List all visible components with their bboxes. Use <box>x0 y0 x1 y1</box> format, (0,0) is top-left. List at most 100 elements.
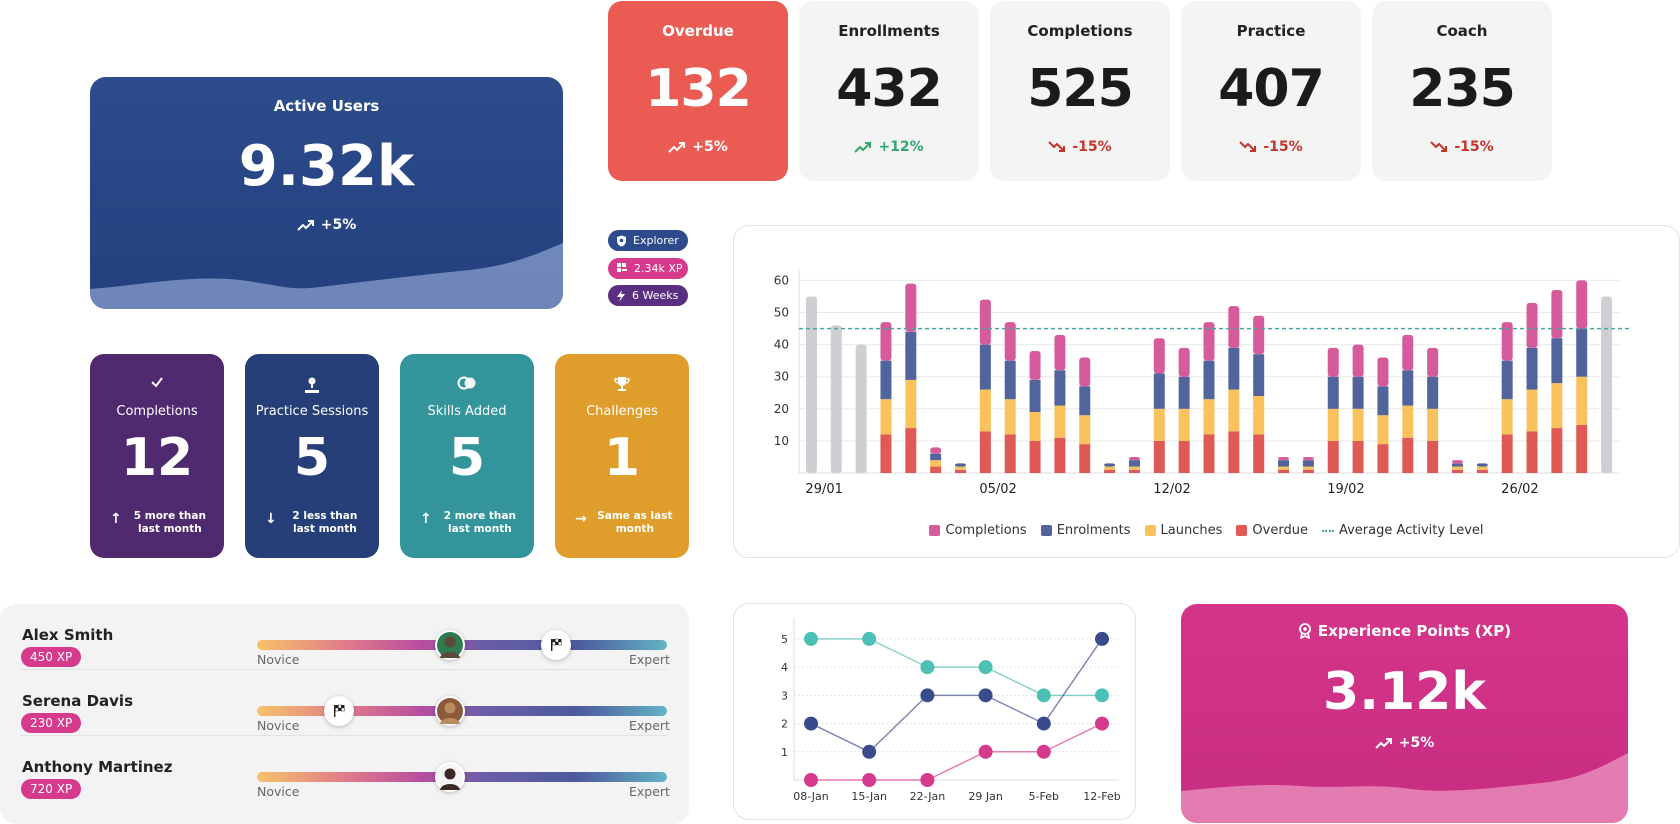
bar-segment <box>1451 469 1463 473</box>
user-avatar-marker[interactable] <box>434 630 465 660</box>
legend-label: Average Activity Level <box>1338 523 1484 538</box>
metric-card-arrow-icon: ↓ <box>265 511 277 527</box>
bar-segment <box>1576 376 1588 425</box>
active-users-value: 9.32k <box>238 134 415 199</box>
stat-value: 235 <box>1409 59 1516 119</box>
y-tick-label: 60 <box>774 273 789 287</box>
bar-segment <box>1178 440 1190 473</box>
flag-marker <box>541 630 572 660</box>
trend-up-icon <box>854 142 872 153</box>
bar-segment <box>1253 395 1265 435</box>
bar-segment <box>1029 351 1041 380</box>
metric-card-skills-added: Skills Added 5 ↑ 2 more than last month <box>400 354 534 558</box>
novice-label: Novice <box>257 784 300 799</box>
bar-segment <box>1377 415 1389 445</box>
legend-item[interactable]: Launches <box>1144 523 1223 538</box>
bar-segment <box>905 379 917 429</box>
bar-segment <box>1278 466 1290 470</box>
data-point <box>862 773 877 787</box>
bar-segment <box>1402 334 1414 371</box>
data-point <box>804 631 818 646</box>
shield-icon <box>617 235 626 246</box>
bar-segment <box>1203 399 1215 435</box>
legend-item[interactable]: Enrolments <box>1040 523 1131 538</box>
data-point <box>1095 631 1109 646</box>
bar-segment <box>1302 469 1314 473</box>
row-divider <box>21 669 667 670</box>
bar-segment <box>979 299 991 345</box>
badge-2-34k-xp[interactable]: 2.34k XP <box>608 257 688 279</box>
bar-segment <box>1327 408 1339 441</box>
legend-item[interactable]: Completions <box>929 523 1027 538</box>
series-line-1 <box>810 638 1103 753</box>
metric-card-footer-text: 2 more than last month <box>443 510 516 535</box>
badge-icon <box>1298 623 1311 639</box>
data-point <box>1095 716 1109 731</box>
bar-segment <box>880 434 892 473</box>
bar-segment <box>1128 460 1140 467</box>
metric-card-footer: ↑ 2 more than last month <box>420 510 520 536</box>
legend-label: Overdue <box>1252 523 1308 538</box>
active-users-delta-text: +5% <box>320 217 357 233</box>
trend-down-icon <box>1430 141 1448 152</box>
line-chart-panel: 1 2 3 4 5 08-Jan 15-Jan 22-Jan 29 Jan 5-Feb 12-Feb <box>733 603 1136 820</box>
user-avatar-marker[interactable] <box>434 762 465 792</box>
leaderboard: Alex Smith 450 XP Novice Expert Serena Davis… <box>0 604 689 824</box>
xp-card-title: Experience Points (XP) <box>1181 622 1628 640</box>
legend-dashed-swatch <box>1321 529 1334 532</box>
x-tick-label: 08-Jan <box>793 790 829 803</box>
stat-value: 407 <box>1218 59 1325 119</box>
bar-segment <box>805 296 817 473</box>
legend-item[interactable]: Average Activity Level <box>1321 523 1484 538</box>
bar-segment <box>1153 338 1165 374</box>
stat-value: 525 <box>1027 59 1134 119</box>
bar-segment <box>955 463 967 467</box>
data-point <box>978 744 993 759</box>
bar-segment <box>1004 322 1016 361</box>
legend-swatch <box>929 525 941 536</box>
metric-card-icon-wrap <box>555 376 689 394</box>
bar-segment <box>905 283 917 332</box>
bar-segment <box>1054 405 1066 438</box>
badge-label: 6 Weeks <box>632 289 679 302</box>
leaderboard-name: Serena Davis <box>22 692 133 710</box>
bar-segment <box>1551 338 1563 384</box>
bar-segment <box>1501 399 1513 435</box>
bar-segment <box>1203 434 1215 473</box>
active-users-card: Active Users 9.32k +5% <box>90 77 563 309</box>
bar-segment <box>930 453 942 461</box>
bar-segment <box>955 466 967 470</box>
user-avatar-marker[interactable] <box>434 696 465 726</box>
metric-card-value: 5 <box>293 428 331 488</box>
legend-swatch <box>1144 525 1156 536</box>
leaderboard-name: Anthony Martinez <box>22 758 173 776</box>
bar-segment <box>1501 360 1513 400</box>
stat-delta: -15% <box>1181 139 1361 155</box>
trend-line-chart: 1 2 3 4 5 08-Jan 15-Jan 22-Jan 29 Jan 5-Feb 12-Feb <box>781 618 1121 803</box>
trend-down-icon <box>1239 141 1257 152</box>
data-point <box>920 660 935 675</box>
bar-segment <box>955 469 967 473</box>
data-point <box>862 744 877 759</box>
y-tick-label: 30 <box>774 370 789 384</box>
bar-segment <box>1079 386 1091 416</box>
bar-segment <box>1054 334 1066 371</box>
stat-tile-completions: Completions 525 -15% <box>990 1 1170 181</box>
stat-tile-overdue: Overdue 132 +5% <box>608 1 788 181</box>
bar-segment <box>1004 399 1016 435</box>
stat-delta: +12% <box>799 139 979 155</box>
badge-6-weeks[interactable]: 6 Weeks <box>608 285 688 306</box>
bar-segment <box>1352 440 1364 473</box>
legend-item[interactable]: Overdue <box>1236 523 1308 538</box>
data-point <box>978 688 993 703</box>
legend-label: Completions <box>945 523 1027 538</box>
badge-explorer[interactable]: Explorer <box>608 230 688 251</box>
legend-label: Launches <box>1160 523 1223 538</box>
stat-title: Overdue <box>662 22 734 40</box>
bar-segment <box>1476 466 1488 470</box>
bar-segment <box>1153 373 1165 409</box>
stat-value: 132 <box>645 59 752 119</box>
metric-card-footer-text: Same as last month <box>597 510 673 535</box>
novice-label: Novice <box>257 718 300 733</box>
stat-tile-practice: Practice 407 -15% <box>1181 1 1361 181</box>
